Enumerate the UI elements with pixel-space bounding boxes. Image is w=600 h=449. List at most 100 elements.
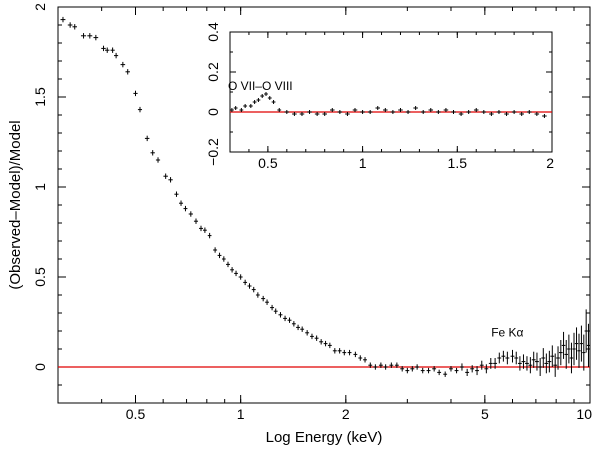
data-point [332,348,337,354]
data-point [443,371,448,377]
y-tick-label: 1.5 [32,87,48,107]
data-point [497,352,502,364]
data-point [193,218,199,224]
data-point [569,342,574,374]
data-point [305,330,310,336]
data-point [291,321,296,327]
data-point [394,362,399,368]
data-point [556,346,560,370]
x-tick-label: 1 [237,406,245,422]
data-point [567,334,571,364]
data-point [413,106,418,110]
data-point [538,358,543,376]
data-point [248,104,253,108]
x-tick-label: 10 [576,406,592,422]
data-point [342,349,347,356]
data-point [534,112,540,116]
data-point [273,308,278,314]
data-point [125,69,130,75]
data-point [239,108,244,112]
data-point [544,353,549,374]
data-point [243,279,248,286]
data-point [233,106,238,110]
y-tick-label: 0 [32,363,48,371]
data-point [314,335,319,341]
data-point [466,110,471,114]
data-point [347,349,352,356]
data-point [299,112,305,116]
data-point [323,340,328,347]
data-point [525,356,529,371]
data-point [511,110,517,114]
y-axis-label: (Observed–Model)/Model [7,120,24,289]
data-point [553,353,558,377]
data-point [188,211,193,217]
data-point [373,364,378,370]
data-point [493,358,498,369]
data-point [292,112,297,116]
data-point [375,106,381,110]
data-point [353,351,358,358]
data-point [584,309,588,353]
data-point [296,324,301,331]
data-point [531,351,536,368]
data-point [561,331,566,359]
data-point [426,367,431,374]
data-point [345,112,350,116]
data-point [265,299,269,305]
data-point [105,47,110,53]
data-point [505,351,510,365]
data-point [481,110,487,114]
y-tick-label: 1 [32,183,48,191]
data-point [368,362,373,368]
y-tick-label: 2 [32,3,48,11]
data-point [174,191,179,197]
data-point [352,108,358,112]
data-point [519,112,524,116]
x-tick-label: 5 [481,406,489,422]
data-point [405,367,410,374]
data-point [120,61,126,68]
data-point [410,366,415,372]
data-point [60,16,66,23]
data-point [550,345,555,367]
data-point [390,110,396,114]
data-point [243,104,248,108]
data-point [114,52,119,59]
data-point [558,340,563,366]
data-point [80,33,87,39]
x-tick-label: 2 [546,155,554,171]
data-point [163,173,168,179]
data-point [178,200,184,206]
data-point [202,227,207,233]
data-point [87,33,93,39]
y-tick-label: 0.5 [32,267,48,287]
data-point [428,108,434,112]
data-point [230,267,234,273]
data-point [337,348,342,354]
inset-background [230,32,552,152]
data-point [436,110,441,114]
data-point [528,357,533,374]
data-point [247,283,252,289]
data-point [521,354,526,369]
main-axis-ticks: 0.5 1 2 5 10 0 0.5 1 1.5 2 [32,3,592,422]
data-point [150,150,155,156]
data-point [420,110,426,114]
main-data-points [60,16,590,377]
data-point [496,110,502,114]
data-point [420,367,425,374]
data-point [217,252,222,259]
data-point [479,360,484,370]
data-point [319,339,324,345]
data-point [437,369,442,376]
y-tick-label: −0.2 [205,138,221,166]
data-point [451,110,456,114]
data-point [226,261,230,268]
data-point [261,295,266,302]
data-point [484,364,489,374]
data-point [398,108,403,112]
data-point [287,317,292,323]
x-tick-label: 0.5 [126,406,146,422]
